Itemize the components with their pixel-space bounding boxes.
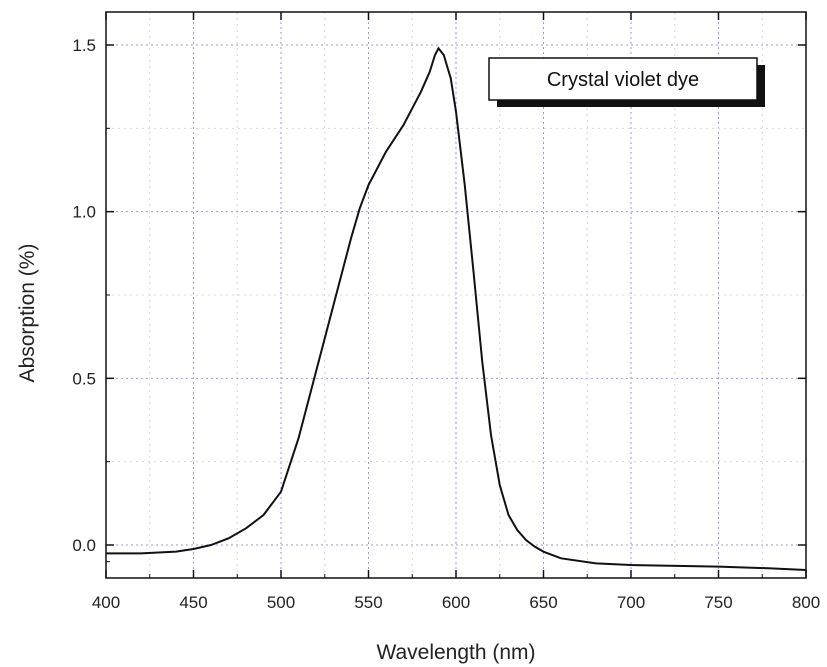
x-tick-label: 500 [267,593,295,612]
grid [106,12,806,578]
legend-label: Crystal violet dye [547,69,699,91]
x-tick-label: 600 [442,593,470,612]
x-tick-label: 400 [92,593,120,612]
x-tick-label: 700 [617,593,645,612]
legend-box [488,57,758,101]
y-tick-labels: 0.0 0.5 1.0 1.5 [72,36,96,555]
x-tick-label: 450 [179,593,207,612]
x-tick-label: 550 [354,593,382,612]
y-tick-label: 0.0 [72,536,96,555]
series-line-crystal-violet [106,46,807,571]
x-tick-label: 750 [704,593,732,612]
y-tick-label: 1.5 [72,36,96,55]
x-tick-labels: 400 450 500 550 600 650 700 750 800 [92,593,820,612]
x-axis-title: Wavelength (nm) [376,641,535,664]
y-tick-label: 1.0 [72,203,96,222]
y-tick-label: 0.5 [72,369,96,388]
x-tick-label: 800 [792,593,820,612]
y-axis-title: Absorption (%) [16,244,39,383]
axis-ticks [105,12,807,578]
legend: Crystal violet dye [488,57,765,107]
x-tick-label: 650 [529,593,557,612]
